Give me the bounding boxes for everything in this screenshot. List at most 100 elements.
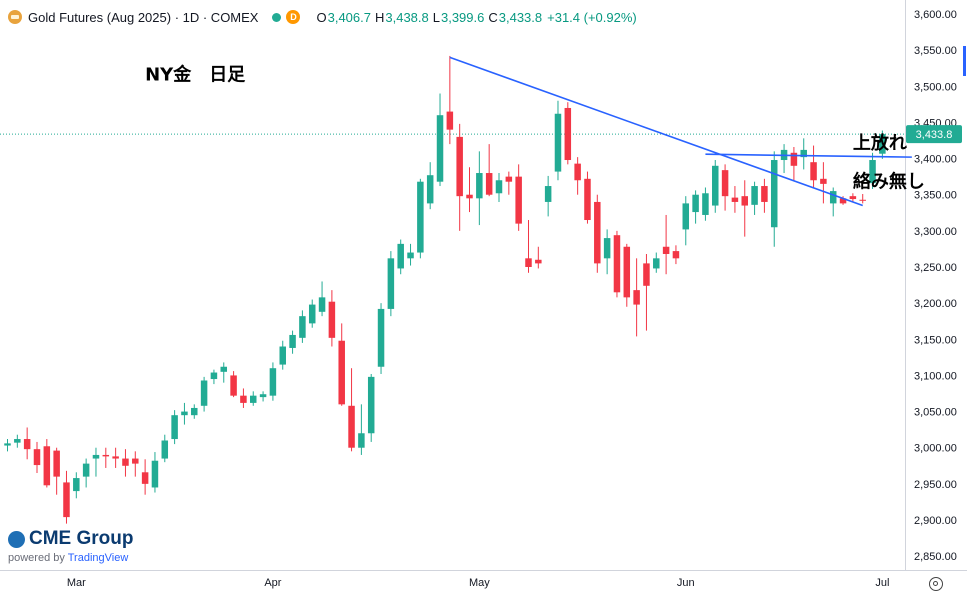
candle-body	[33, 449, 41, 466]
candle-body	[43, 446, 51, 486]
candle-body	[682, 203, 690, 230]
cme-logo-text: CME Group	[29, 528, 134, 549]
y-tick-label: 3,050.00	[914, 407, 957, 419]
candle-body	[230, 375, 237, 396]
y-tick-label: 3,500.00	[914, 81, 957, 93]
high-key: H	[374, 9, 385, 25]
symbol-title[interactable]: Gold Futures (Aug 2025) · 1D · COMEX	[28, 9, 259, 25]
x-tick-label: May	[469, 577, 490, 589]
trendline	[705, 153, 912, 158]
gold-symbol-icon	[8, 10, 22, 24]
annotation-text: 絡み無し	[853, 170, 925, 192]
trendline	[449, 56, 863, 207]
candle-body	[505, 176, 513, 182]
candle-body	[692, 194, 699, 213]
candle-body	[171, 415, 178, 440]
candle-body	[633, 290, 640, 305]
candle-body	[653, 258, 660, 269]
delayed-badge[interactable]: D	[286, 10, 301, 24]
x-tick-label: Apr	[264, 577, 281, 589]
candle-body	[446, 111, 454, 130]
candle-body	[751, 186, 758, 205]
annotation-text: 上放れ	[853, 132, 907, 154]
candle-body	[269, 368, 277, 396]
candle-body	[161, 440, 169, 459]
candle-body	[662, 246, 670, 254]
low-key: L	[432, 9, 440, 25]
candle-body	[869, 160, 876, 184]
y-tick-label: 2,950.00	[914, 479, 957, 491]
x-tick-label: Jul	[875, 577, 889, 589]
candle-body	[279, 346, 286, 365]
candle-body	[92, 454, 100, 459]
candle-body	[250, 395, 257, 403]
y-tick-label: 2,900.00	[914, 515, 957, 527]
candle-body	[613, 235, 621, 293]
candle-body	[132, 458, 139, 464]
candle-body	[731, 197, 739, 202]
cme-logo[interactable]: CME Group powered by TradingView	[8, 528, 134, 564]
candle-body	[318, 297, 326, 312]
y-tick-label: 3,250.00	[914, 262, 957, 274]
close-value: 3,433.8	[498, 9, 543, 25]
candle-body	[879, 134, 886, 154]
candle-body	[367, 376, 375, 434]
open-value: 3,406.7	[327, 9, 371, 25]
last-price-label: 3,433.8	[916, 129, 953, 141]
candle-body	[761, 186, 768, 202]
candle-body	[770, 160, 778, 228]
candle-body	[141, 472, 149, 484]
candle-body	[417, 181, 424, 253]
candle-body	[564, 107, 572, 161]
candle-body	[122, 458, 129, 466]
candle-body	[436, 115, 444, 182]
y-tick-label: 3,600.00	[914, 9, 957, 21]
y-tick-label: 3,000.00	[914, 443, 957, 455]
candle-body	[535, 259, 542, 264]
x-tick-label: Jun	[677, 577, 695, 589]
candle-body	[63, 482, 70, 518]
candle-body	[525, 258, 532, 267]
y-tick-label: 3,350.00	[914, 190, 957, 202]
candle-body	[240, 395, 247, 403]
candle-body	[210, 372, 218, 380]
candle-body	[299, 316, 306, 338]
candle-body	[456, 136, 463, 197]
candle-body	[73, 478, 80, 492]
candle-body	[328, 301, 336, 338]
y-tick-label: 3,150.00	[914, 334, 957, 346]
candle-body	[603, 238, 611, 259]
candle-body	[151, 460, 159, 488]
candle-body	[544, 186, 552, 202]
candle-body	[4, 443, 11, 446]
annotation-text: NY金 日足	[145, 63, 245, 85]
candle-body	[102, 454, 110, 457]
candle-body	[220, 366, 228, 372]
chart-legend: Gold Futures (Aug 2025) · 1D · COMEX D O…	[8, 7, 637, 27]
y-tick-label: 3,300.00	[914, 226, 957, 238]
settings-icon[interactable]	[929, 577, 943, 591]
candle-body	[82, 463, 90, 477]
candle-body	[397, 243, 404, 269]
close-key: C	[488, 9, 498, 25]
candle-body	[426, 175, 434, 204]
candle-body	[829, 191, 837, 204]
tradingview-link[interactable]: TradingView	[67, 552, 129, 564]
candle-body	[584, 178, 591, 221]
candle-body	[387, 258, 395, 309]
candle-body	[800, 149, 807, 158]
candle-body	[820, 178, 827, 184]
candle-body	[712, 165, 719, 206]
candle-body	[672, 251, 680, 259]
candle-body	[14, 439, 21, 443]
candle-body	[259, 394, 267, 398]
candle-body	[495, 180, 503, 194]
candle-body	[810, 162, 817, 181]
scale-handle[interactable]	[963, 46, 966, 76]
low-value: 3,399.6	[440, 9, 485, 25]
y-tick-label: 3,400.00	[914, 154, 957, 166]
candle-body	[23, 439, 31, 450]
open-key: O	[316, 9, 327, 25]
candle-body	[407, 252, 414, 259]
